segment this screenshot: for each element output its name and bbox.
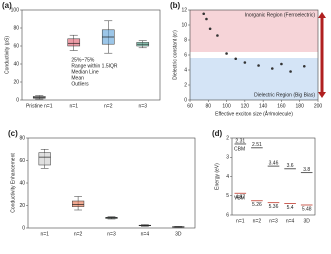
y-tick-label: 5 xyxy=(226,193,229,199)
y-tick-label: 0 xyxy=(184,97,187,103)
x-tick-label: n=1 xyxy=(40,231,49,237)
x-tick-label: 3D xyxy=(175,231,182,237)
x-tick-label: 60 xyxy=(187,103,193,109)
y-tick-label: 40 xyxy=(19,180,25,186)
plot-frame xyxy=(27,137,196,229)
point xyxy=(270,67,274,70)
x-tick-label: 100 xyxy=(222,103,231,109)
y-axis-label: Dielectric constant (εr) xyxy=(172,30,178,80)
x-tick-label: n=2 xyxy=(74,231,83,237)
x-tick-label: n=1 xyxy=(236,218,245,224)
y-tick-label: 6 xyxy=(184,52,187,58)
legend-entry: VBM xyxy=(234,196,245,202)
point xyxy=(216,34,219,37)
y-tick-label: 100 xyxy=(11,7,20,13)
x-tick-label: n=3 xyxy=(139,103,148,109)
y-tick-label: 10 xyxy=(181,22,187,28)
level-label: 3.8 xyxy=(303,167,310,173)
y-tick-label: 60 xyxy=(13,43,19,49)
x-tick-label: n=2 xyxy=(104,103,113,109)
y-tick-label: 8 xyxy=(184,37,187,43)
y-tick-label: 20 xyxy=(13,79,19,85)
annotation: Inorganic Region (Ferroelectric) xyxy=(245,12,316,18)
point xyxy=(234,57,238,61)
x-tick-label: 140 xyxy=(259,103,268,109)
point xyxy=(208,27,212,31)
point xyxy=(243,61,247,64)
box xyxy=(38,152,51,166)
level-label: 4.87 xyxy=(235,195,245,201)
x-tick-label: n=3 xyxy=(107,231,116,237)
x-tick-label: n=4 xyxy=(141,231,150,237)
y-tick-label: 0 xyxy=(22,225,25,231)
legend-entry: CBM xyxy=(234,146,245,152)
box xyxy=(67,38,81,47)
x-tick-label: 120 xyxy=(241,103,250,109)
point xyxy=(280,62,283,66)
y-tick-label: 40 xyxy=(13,61,19,67)
x-tick-label: 200 xyxy=(314,103,323,109)
y-tick-label: 20 xyxy=(19,203,25,209)
y-axis-label: Energy (eV) xyxy=(214,163,220,190)
band-top xyxy=(190,10,318,52)
y-tick-label: 4 xyxy=(184,67,187,73)
y-tick-label: 2 xyxy=(226,135,229,141)
panel-label: (b) xyxy=(170,1,181,10)
point xyxy=(257,64,260,67)
level-label: 3.6 xyxy=(287,163,294,169)
plot-frame xyxy=(21,9,161,101)
panel-label: (d) xyxy=(212,129,223,138)
level-label: 5.26 xyxy=(252,202,262,208)
y-tick-label: 4 xyxy=(226,174,229,180)
x-tick-label: n=4 xyxy=(286,218,295,224)
y-tick-label: 80 xyxy=(13,25,19,31)
y-tick-label: 6 xyxy=(226,212,229,218)
panel-label: (a) xyxy=(2,1,12,10)
x-tick-label: n=2 xyxy=(253,218,262,224)
legend-entry: Mean xyxy=(71,75,84,81)
y-tick-label: 12 xyxy=(181,7,187,13)
legend-entry: Median Line xyxy=(71,69,98,75)
x-tick-label: 160 xyxy=(277,103,286,109)
x-tick-label: n=1 xyxy=(70,103,79,109)
legend-entry: Range within 1.5IQR xyxy=(71,63,118,69)
point xyxy=(289,70,292,73)
level-label: 2.51 xyxy=(252,142,262,148)
y-axis-label: Conductivity (pS) xyxy=(4,36,10,74)
y-axis-label: Conductivity Enhancement xyxy=(10,153,16,213)
point xyxy=(205,17,208,21)
level-label: 2.31 xyxy=(235,138,245,144)
x-tick-label: Pristine n=1 xyxy=(26,103,53,109)
legend-entry: Outliers xyxy=(71,81,89,87)
annotation: Dielectric Region (Big Bias) xyxy=(254,92,315,98)
level-label: 3.46 xyxy=(269,160,279,166)
y-tick-label: 3 xyxy=(226,155,229,161)
x-tick-label: 80 xyxy=(206,103,212,109)
y-tick-label: 2 xyxy=(184,82,187,88)
point xyxy=(202,12,206,16)
y-tick-label: 60 xyxy=(19,158,25,164)
level-label: 5.4 xyxy=(287,205,294,211)
box xyxy=(72,200,85,207)
x-tick-label: 180 xyxy=(296,103,305,109)
x-tick-label: 3D xyxy=(303,218,310,224)
panel-label: (c) xyxy=(8,129,18,138)
x-axis-label: Effective exciton size (Å³/molecule) xyxy=(215,110,293,117)
legend-entry: 25%~75% xyxy=(71,57,94,63)
level-label: 5.36 xyxy=(269,204,279,210)
band-bottom xyxy=(190,58,318,100)
point xyxy=(302,64,306,68)
point xyxy=(225,52,228,55)
y-tick-label: 0 xyxy=(16,97,19,103)
level-label: 5.48 xyxy=(302,206,312,212)
y-tick-label: 80 xyxy=(19,135,25,141)
x-tick-label: n=3 xyxy=(269,218,278,224)
